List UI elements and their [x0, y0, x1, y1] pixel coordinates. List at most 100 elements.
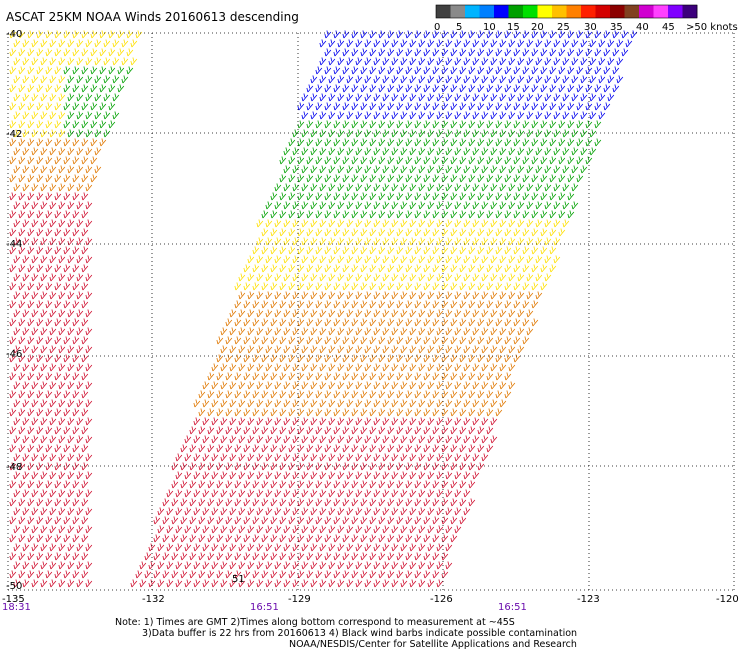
wind-barb	[414, 354, 422, 363]
wind-barb	[31, 57, 39, 66]
wind-barb	[220, 453, 228, 462]
wind-barb	[324, 390, 332, 399]
wind-barb	[549, 48, 557, 57]
wind-barb	[72, 246, 80, 255]
wind-barb	[364, 471, 372, 480]
wind-barb	[378, 66, 386, 75]
wind-barb	[279, 300, 287, 309]
wind-barb	[270, 516, 278, 525]
wind-barb	[477, 192, 485, 201]
wind-barb	[373, 561, 381, 570]
wind-barb	[54, 210, 62, 219]
wind-barb	[445, 399, 453, 408]
wind-barb	[396, 48, 404, 57]
wind-barb	[85, 507, 93, 516]
wind-barb	[279, 426, 287, 435]
wind-barb	[333, 534, 341, 543]
wind-barb	[85, 183, 93, 192]
wind-barb	[418, 453, 426, 462]
wind-barb	[229, 381, 237, 390]
wind-barb	[31, 273, 39, 282]
wind-barb	[319, 327, 327, 336]
wind-barb	[310, 309, 318, 318]
wind-barb	[279, 156, 287, 165]
wind-barb	[283, 219, 291, 228]
colorbar-swatch	[479, 5, 495, 18]
wind-barb	[418, 273, 426, 282]
wind-barb	[369, 84, 377, 93]
wind-barb	[72, 66, 80, 75]
wind-barb	[13, 183, 21, 192]
wind-barb	[508, 363, 516, 372]
wind-barb	[216, 498, 224, 507]
wind-barb	[396, 84, 404, 93]
wind-barb	[562, 129, 570, 138]
wind-barb	[391, 75, 399, 84]
wind-barb	[90, 84, 98, 93]
wind-barb	[418, 309, 426, 318]
wind-barb	[418, 381, 426, 390]
wind-barb	[490, 129, 498, 138]
wind-barb	[400, 129, 408, 138]
wind-barb	[369, 498, 377, 507]
wind-barb	[387, 156, 395, 165]
wind-barb	[477, 102, 485, 111]
wind-barb	[454, 327, 462, 336]
wind-barb	[540, 120, 548, 129]
wind-barb	[351, 264, 359, 273]
wind-barb	[450, 228, 458, 237]
wind-barb	[9, 300, 17, 309]
wind-barb	[445, 363, 453, 372]
wind-barb	[36, 318, 44, 327]
wind-barb	[472, 201, 480, 210]
wind-barb	[373, 201, 381, 210]
wind-barb	[342, 444, 350, 453]
wind-barb	[162, 498, 170, 507]
wind-barb	[31, 255, 39, 264]
wind-barb	[346, 93, 354, 102]
wind-barb	[247, 435, 255, 444]
wind-barb	[351, 120, 359, 129]
wind-barb	[405, 228, 413, 237]
wind-barb	[243, 480, 251, 489]
wind-barb	[157, 579, 165, 588]
wind-barb	[508, 309, 516, 318]
wind-barb	[301, 453, 309, 462]
wind-barb	[27, 390, 35, 399]
wind-barb	[400, 579, 408, 588]
wind-barb	[27, 156, 35, 165]
wind-barb	[220, 561, 228, 570]
wind-barb	[400, 435, 408, 444]
wind-barb	[360, 570, 368, 579]
wind-barb	[468, 120, 476, 129]
wind-barb	[261, 552, 269, 561]
wind-barb	[423, 48, 431, 57]
wind-barb	[490, 381, 498, 390]
wind-barb	[499, 381, 507, 390]
wind-barb	[162, 516, 170, 525]
wind-barb	[256, 453, 264, 462]
wind-barb	[333, 282, 341, 291]
wind-barb	[40, 417, 48, 426]
wind-barb	[243, 570, 251, 579]
wind-barb	[508, 237, 516, 246]
wind-barb	[333, 246, 341, 255]
wind-barb	[40, 129, 48, 138]
wind-barb	[85, 543, 93, 552]
wind-barb	[540, 102, 548, 111]
wind-barb	[67, 543, 75, 552]
wind-barb	[247, 471, 255, 480]
wind-barb	[499, 399, 507, 408]
wind-barb	[414, 228, 422, 237]
wind-barb	[373, 399, 381, 408]
wind-barb	[58, 525, 66, 534]
wind-barb	[283, 579, 291, 588]
wind-barb	[558, 66, 566, 75]
wind-barb	[351, 480, 359, 489]
wind-barb	[378, 354, 386, 363]
wind-barb	[319, 309, 327, 318]
wind-barb	[117, 30, 125, 39]
wind-barb	[355, 543, 363, 552]
wind-barb	[360, 516, 368, 525]
wind-barb	[423, 570, 431, 579]
